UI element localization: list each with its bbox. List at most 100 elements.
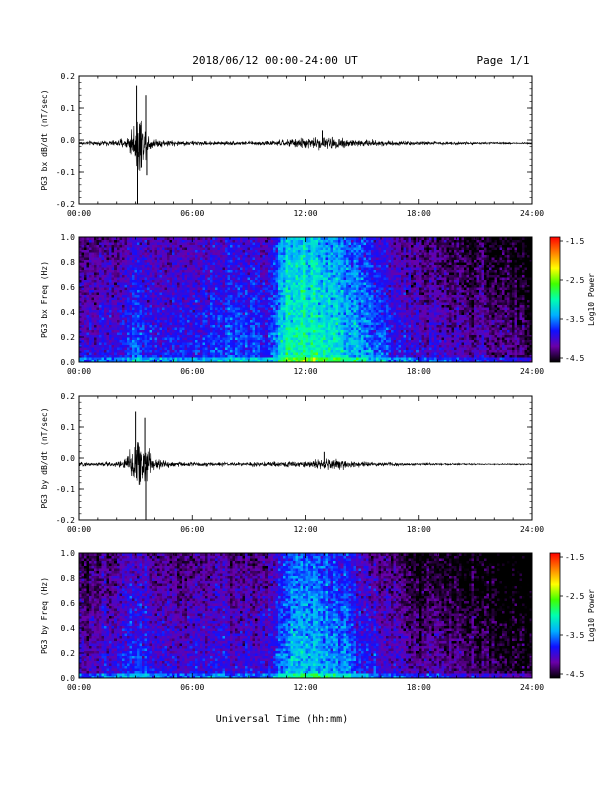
- heatmap-cell: [152, 310, 155, 313]
- heatmap-cell: [222, 270, 225, 273]
- heatmap-cell: [172, 350, 175, 353]
- heatmap-cell: [132, 270, 135, 273]
- heatmap-cell: [119, 267, 122, 270]
- heatmap-cell: [149, 342, 152, 345]
- heatmap-cell: [119, 272, 122, 275]
- heatmap-cell: [89, 342, 92, 345]
- heatmap-cell: [114, 272, 117, 275]
- heatmap-cell: [260, 340, 263, 343]
- heatmap-cell: [220, 285, 223, 288]
- heatmap-cell: [245, 282, 248, 285]
- heatmap-cell: [89, 245, 92, 248]
- heatmap-cell: [160, 247, 163, 250]
- heatmap-cell: [263, 282, 266, 285]
- heatmap-cell: [160, 335, 163, 338]
- heatmap-cell: [129, 337, 132, 340]
- heatmap-cell: [265, 270, 268, 273]
- heatmap-cell: [220, 245, 223, 248]
- heatmap-cell: [139, 247, 142, 250]
- heatmap-cell: [187, 340, 190, 343]
- heatmap-cell: [172, 297, 175, 300]
- heatmap-cell: [177, 282, 180, 285]
- heatmap-cell: [122, 330, 125, 333]
- heatmap-cell: [89, 350, 92, 353]
- heatmap-cell: [268, 240, 271, 243]
- heatmap-cell: [238, 352, 241, 355]
- heatmap-cell: [132, 285, 135, 288]
- heatmap-cell: [129, 322, 132, 325]
- heatmap-cell: [162, 352, 165, 355]
- heatmap-cell: [152, 327, 155, 330]
- heatmap-cell: [285, 327, 288, 330]
- heatmap-cell: [263, 325, 266, 328]
- heatmap-cell: [109, 242, 112, 245]
- heatmap-cell: [225, 255, 228, 258]
- heatmap-cell: [114, 287, 117, 290]
- heatmap-cell: [112, 252, 115, 255]
- heatmap-cell: [265, 250, 268, 253]
- heatmap-cell: [233, 242, 236, 245]
- heatmap-cell: [182, 352, 185, 355]
- heatmap-cell: [102, 330, 105, 333]
- heatmap-cell: [137, 342, 140, 345]
- heatmap-cell: [112, 312, 115, 315]
- heatmap-cell: [215, 317, 218, 320]
- heatmap-cell: [147, 340, 150, 343]
- heatmap-cell: [265, 267, 268, 270]
- heatmap-cell: [129, 305, 132, 308]
- heatmap-cell: [273, 315, 276, 318]
- heatmap-cell: [202, 280, 205, 283]
- heatmap-cell: [112, 302, 115, 305]
- heatmap-cell: [134, 320, 137, 323]
- heatmap-cell: [212, 312, 215, 315]
- heatmap-cell: [87, 330, 90, 333]
- heatmap-cell: [205, 302, 208, 305]
- heatmap-cell: [124, 340, 127, 343]
- heatmap-cell: [225, 342, 228, 345]
- heatmap-cell: [185, 352, 188, 355]
- heatmap-cell: [212, 300, 215, 303]
- heatmap-cell: [134, 287, 137, 290]
- heatmap-cell: [172, 247, 175, 250]
- heatmap-cell: [139, 342, 142, 345]
- heatmap-cell: [155, 285, 158, 288]
- heatmap-cell: [152, 277, 155, 280]
- heatmap-cell: [142, 337, 145, 340]
- heatmap-cell: [180, 295, 183, 298]
- heatmap-cell: [165, 345, 168, 348]
- heatmap-cell: [137, 317, 140, 320]
- heatmap-cell: [243, 335, 246, 338]
- heatmap-cell: [149, 302, 152, 305]
- heatmap-cell: [94, 312, 97, 315]
- heatmap-cell: [273, 252, 276, 255]
- heatmap-cell: [157, 327, 160, 330]
- heatmap-cell: [122, 252, 125, 255]
- heatmap-cell: [265, 285, 268, 288]
- heatmap-cell: [147, 270, 150, 273]
- heatmap-cell: [142, 255, 145, 258]
- heatmap-cell: [222, 265, 225, 268]
- heatmap-cell: [92, 247, 95, 250]
- heatmap-cell: [99, 242, 102, 245]
- heatmap-cell: [207, 262, 210, 265]
- heatmap-cell: [144, 332, 147, 335]
- heatmap-cell: [117, 267, 120, 270]
- heatmap-cell: [182, 250, 185, 253]
- heatmap-cell: [263, 280, 266, 283]
- heatmap-cell: [225, 285, 228, 288]
- heatmap-cell: [210, 357, 213, 360]
- heatmap-cell: [285, 292, 288, 295]
- heatmap-cell: [175, 330, 178, 333]
- heatmap-cell: [227, 305, 230, 308]
- heatmap-cell: [175, 355, 178, 358]
- heatmap-cell: [167, 242, 170, 245]
- heatmap-cell: [273, 250, 276, 253]
- heatmap-cell: [230, 260, 233, 263]
- heatmap-cell: [258, 320, 261, 323]
- heatmap-cell: [192, 335, 195, 338]
- heatmap-cell: [253, 272, 256, 275]
- heatmap-cell: [285, 247, 288, 250]
- heatmap-cell: [265, 335, 268, 338]
- heatmap-cell: [240, 315, 243, 318]
- heatmap-cell: [243, 250, 246, 253]
